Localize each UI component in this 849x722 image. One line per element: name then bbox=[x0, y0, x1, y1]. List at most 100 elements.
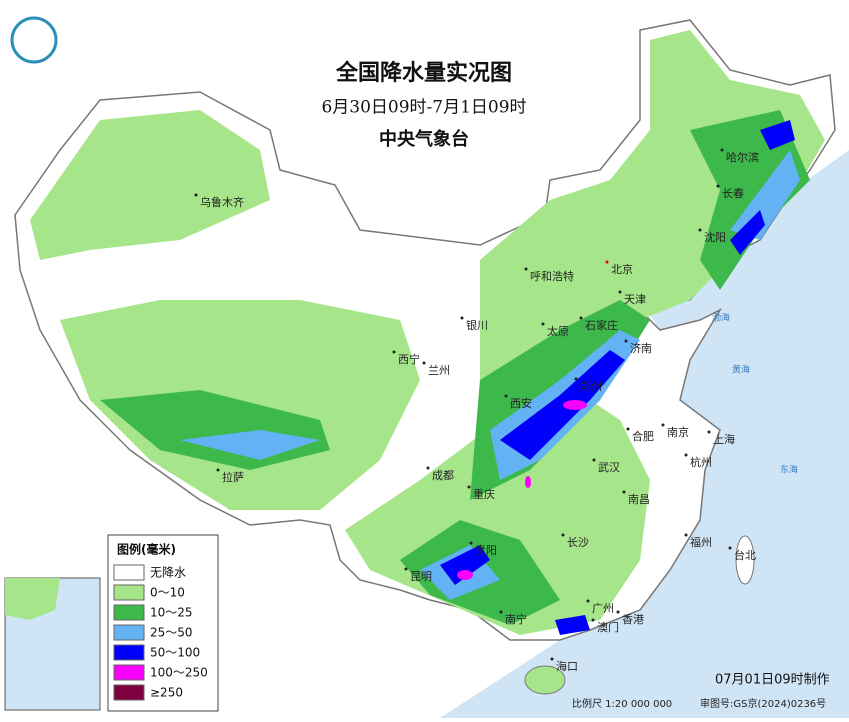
city-dot bbox=[728, 546, 732, 550]
city-dot bbox=[622, 490, 626, 494]
city-label: 石家庄 bbox=[585, 318, 618, 332]
city-dot bbox=[616, 610, 620, 614]
city-label: 上海 bbox=[713, 432, 735, 446]
city-label: 西宁 bbox=[398, 352, 420, 366]
city-dot bbox=[586, 599, 590, 603]
city-label: 长沙 bbox=[567, 536, 589, 549]
city-label: 太原 bbox=[547, 325, 569, 338]
legend-swatch bbox=[113, 664, 145, 681]
legend-swatch bbox=[113, 564, 145, 581]
rain-area bbox=[457, 570, 473, 580]
city-dot bbox=[707, 430, 711, 434]
city-dot bbox=[698, 228, 702, 232]
logo bbox=[10, 16, 58, 64]
city-dot bbox=[618, 290, 622, 294]
city-dot bbox=[392, 350, 396, 354]
rain-area bbox=[525, 476, 531, 488]
city-label: 济南 bbox=[630, 341, 652, 355]
city-label: 哈尔滨 bbox=[726, 150, 759, 164]
city-dot bbox=[684, 453, 688, 457]
city-dot bbox=[592, 458, 596, 462]
approval: 审图号:GS京(2024)0236号 bbox=[700, 697, 826, 710]
city-label: 昆明 bbox=[410, 570, 432, 583]
city-dot bbox=[541, 322, 545, 326]
city-label: 呼和浩特 bbox=[530, 269, 574, 283]
city-dot bbox=[716, 184, 720, 188]
city-dot bbox=[591, 618, 595, 622]
city-dot bbox=[524, 267, 528, 271]
legend-label: 10～25 bbox=[150, 606, 193, 620]
legend bbox=[107, 534, 219, 712]
title: 全国降水量实况图 bbox=[335, 60, 512, 86]
city-dot bbox=[561, 533, 565, 537]
inset-land bbox=[5, 578, 60, 620]
city-label: 沈阳 bbox=[704, 230, 726, 244]
city-label: 北京 bbox=[611, 262, 633, 276]
issuer: 中央气象台 bbox=[379, 128, 469, 150]
city-label: 成都 bbox=[432, 469, 454, 482]
city-dot bbox=[574, 377, 578, 381]
city-dot bbox=[605, 260, 609, 264]
city-label: 杭州 bbox=[690, 455, 712, 469]
city-label: 澳门 bbox=[597, 620, 619, 634]
legend-swatch bbox=[113, 624, 145, 641]
legend-label: 25～50 bbox=[150, 626, 193, 640]
legend-label: ≥250 bbox=[150, 686, 183, 700]
city-dot bbox=[426, 466, 430, 470]
city-dot bbox=[404, 567, 408, 571]
legend-label: 100～250 bbox=[150, 666, 208, 680]
city-dot bbox=[194, 193, 198, 197]
taiwan bbox=[735, 535, 755, 585]
city-label: 南昌 bbox=[628, 493, 650, 506]
rain-area bbox=[555, 615, 590, 635]
legend-swatch bbox=[113, 644, 145, 661]
city-label: 合肥 bbox=[632, 429, 654, 443]
precipitation bbox=[30, 30, 825, 635]
city-label: 郑州 bbox=[580, 379, 602, 393]
rain-area bbox=[760, 120, 795, 150]
city-dot bbox=[469, 541, 473, 545]
city-label: 重庆 bbox=[473, 487, 495, 501]
sea-label: 东海 bbox=[780, 464, 798, 476]
sea-label: 渤海 bbox=[712, 312, 730, 324]
legend-label: 无降水 bbox=[150, 566, 186, 580]
legend-swatch bbox=[113, 684, 145, 701]
city-label: 天津 bbox=[624, 293, 646, 306]
rain-area bbox=[563, 400, 587, 410]
rain-area bbox=[730, 150, 800, 240]
legend-swatch bbox=[113, 604, 145, 621]
legend-label: 0～10 bbox=[150, 586, 185, 600]
rain-area bbox=[500, 350, 625, 460]
city-label: 银川 bbox=[466, 318, 488, 332]
city-label: 南宁 bbox=[505, 612, 527, 626]
city-dot bbox=[422, 361, 426, 365]
rain-area bbox=[440, 545, 490, 585]
city-dot bbox=[467, 485, 471, 489]
city-dot bbox=[216, 468, 220, 472]
city-dot bbox=[504, 394, 508, 398]
city-label: 南京 bbox=[667, 425, 689, 439]
city-dot bbox=[499, 610, 503, 614]
hainan bbox=[524, 665, 566, 695]
city-dot bbox=[550, 657, 554, 661]
city-label: 广州 bbox=[592, 602, 614, 615]
rain-area bbox=[30, 110, 270, 260]
legend-swatch bbox=[113, 584, 145, 601]
period: 6月30日09时-7月1日09时 bbox=[321, 98, 526, 118]
city-label: 西安 bbox=[510, 396, 532, 410]
city-label: 武汉 bbox=[598, 461, 620, 474]
city-dot bbox=[626, 427, 630, 431]
rain-area bbox=[690, 110, 810, 290]
city-dot bbox=[460, 316, 464, 320]
city-dot bbox=[684, 533, 688, 537]
scale: 比例尺 1:20 000 000 bbox=[572, 697, 672, 710]
legend-title: 图例(毫米) bbox=[117, 542, 176, 557]
city-label: 香港 bbox=[622, 613, 644, 626]
city-label: 贵阳 bbox=[475, 544, 497, 557]
city-label: 海口 bbox=[556, 659, 578, 673]
city-label: 兰州 bbox=[428, 364, 450, 377]
city-dot bbox=[579, 316, 583, 320]
rain-area bbox=[180, 430, 320, 460]
city-label: 台北 bbox=[734, 548, 756, 562]
legend-label: 50～100 bbox=[150, 646, 200, 660]
